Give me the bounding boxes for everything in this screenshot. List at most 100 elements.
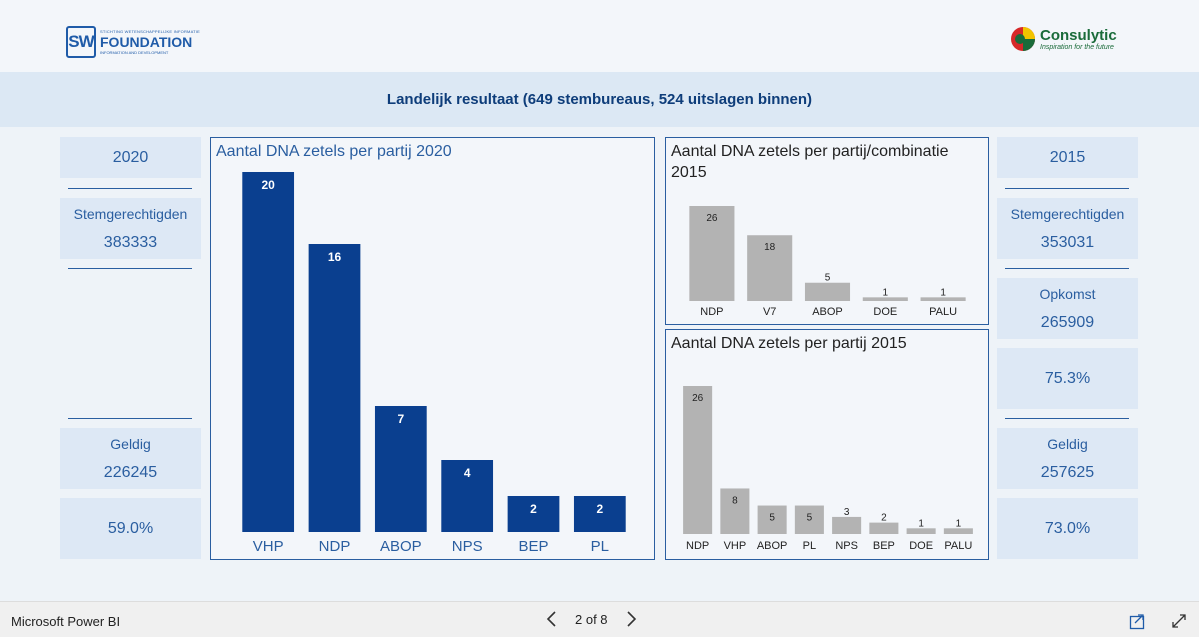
bar — [683, 386, 713, 534]
divider — [68, 188, 192, 189]
page-indicator: 2 of 8 — [575, 611, 608, 627]
category-label: PL — [803, 540, 816, 552]
bar — [920, 297, 966, 301]
chart-zetels-combinatie-2015[interactable]: Aantal DNA zetels per partij/combinatie … — [665, 137, 989, 325]
category-label: DOE — [873, 306, 897, 318]
banner-title: Landelijk resultaat (649 stembureaus, 52… — [386, 91, 813, 108]
right-year: 2015 — [1049, 148, 1086, 166]
right-stemgerechtigden-card[interactable]: Stemgerechtigden 353031 — [997, 198, 1138, 259]
data-label: 8 — [732, 495, 738, 506]
bar — [720, 488, 750, 534]
chart-combinatie-2015-svg: 26 NDP 18 V7 5 ABOP 1 DOE 1 PALU — [689, 206, 966, 318]
data-label: 5 — [769, 513, 775, 524]
bar — [869, 522, 899, 534]
bar — [757, 505, 787, 534]
data-label: 1 — [956, 518, 962, 529]
left-geldig-card[interactable]: Geldig 226245 — [60, 428, 201, 489]
left-stemgerechtigden-card[interactable]: Stemgerechtigden 383333 — [60, 198, 201, 259]
divider — [68, 268, 192, 269]
data-label: 20 — [261, 178, 275, 192]
divider — [68, 418, 192, 419]
data-label: 1 — [883, 287, 889, 298]
consulytic-tagline: Inspiration for the future — [1040, 43, 1114, 51]
category-label: ABOP — [812, 306, 843, 318]
right-pct-card[interactable]: 73.0% — [997, 498, 1138, 559]
bar — [943, 528, 973, 534]
data-label: 5 — [825, 273, 831, 284]
share-icon[interactable] — [1129, 612, 1147, 630]
data-label: 1 — [940, 287, 946, 298]
chart-2020-svg: 20 VHP 16 NDP 7 ABOP 4 NPS 2 BEP 2 PL — [242, 172, 626, 555]
consulytic-logo: Consulytic Inspiration for the future — [1010, 26, 1117, 52]
left-year: 2020 — [112, 148, 149, 166]
data-label: 16 — [328, 250, 342, 264]
bar — [862, 297, 908, 301]
chevron-right-icon[interactable] — [624, 610, 638, 628]
data-label: 26 — [706, 213, 718, 224]
data-label: 4 — [464, 466, 471, 480]
data-label: 2 — [596, 502, 603, 516]
left-stem-label: Stemgerechtigden — [73, 205, 188, 222]
category-label: NDP — [319, 538, 351, 555]
category-label: BEP — [873, 540, 895, 552]
data-label: 26 — [692, 393, 704, 404]
expand-icon[interactable] — [1170, 612, 1188, 630]
left-geldig-label: Geldig — [110, 435, 151, 452]
category-label: ABOP — [757, 540, 788, 552]
sw-logo-top-line: STICHTING WETENSCHAPPELIJKE INFORMATIE — [100, 29, 200, 34]
chart-title: Aantal DNA zetels per partij/combinatie … — [671, 143, 949, 181]
results-banner: Landelijk resultaat (649 stembureaus, 52… — [0, 72, 1199, 127]
left-pct-card[interactable]: 59.0% — [60, 498, 201, 559]
right-opkomst-pct: 75.3% — [1044, 369, 1091, 387]
chevron-left-icon[interactable] — [545, 610, 559, 628]
right-year-card[interactable]: 2015 — [997, 137, 1138, 178]
chart-zetels-2015[interactable]: Aantal DNA zetels per partij 2015 26 NDP 8… — [665, 329, 989, 560]
category-label: VHP — [724, 540, 747, 552]
divider — [1005, 418, 1129, 419]
divider — [1005, 268, 1129, 269]
right-stem-value: 353031 — [1040, 233, 1095, 251]
category-label: NDP — [700, 306, 723, 318]
sw-logo-mark: SW — [66, 26, 96, 58]
left-geldig-value: 226245 — [103, 463, 158, 481]
bar — [374, 406, 427, 532]
right-geldig-label: Geldig — [1047, 435, 1088, 452]
left-stem-value: 383333 — [103, 233, 158, 251]
divider — [1005, 188, 1129, 189]
data-label: 2 — [881, 513, 887, 524]
category-label: VHP — [253, 538, 284, 555]
category-label: BEP — [518, 538, 548, 555]
chart-2015-svg: 26 NDP 8 VHP 5 ABOP 5 PL 3 NPS 2 BEP 1 DOE 1 PALU — [683, 386, 973, 552]
category-label: NPS — [452, 538, 483, 555]
bar — [573, 496, 626, 532]
bar — [832, 516, 862, 534]
data-label: 18 — [764, 242, 776, 253]
chart-title: Aantal DNA zetels per partij 2015 — [671, 335, 907, 352]
consulytic-mark-icon — [1010, 26, 1036, 52]
right-opkomst-value: 265909 — [1040, 313, 1095, 331]
chart-zetels-2020[interactable]: Aantal DNA zetels per partij 2020 20 VHP 1… — [210, 137, 655, 560]
right-stem-label: Stemgerechtigden — [1010, 205, 1125, 222]
right-geldig-card[interactable]: Geldig 257625 — [997, 428, 1138, 489]
powerbi-footer: Microsoft Power BI 2 of 8 — [0, 601, 1199, 637]
data-label: 2 — [530, 502, 537, 516]
right-opkomst-pct-card[interactable]: 75.3% — [997, 348, 1138, 409]
left-pct: 59.0% — [107, 519, 154, 537]
sw-logo-name: FOUNDATION — [100, 34, 193, 50]
top-bar: SW STICHTING WETENSCHAPPELIJKE INFORMATI… — [0, 0, 1199, 72]
data-label: 7 — [397, 412, 404, 426]
left-year-card[interactable]: 2020 — [60, 137, 201, 178]
right-opkomst-card[interactable]: Opkomst 265909 — [997, 278, 1138, 339]
data-label: 1 — [918, 518, 924, 529]
category-label: ABOP — [380, 538, 422, 555]
consulytic-name: Consulytic — [1040, 26, 1117, 44]
sw-foundation-logo: SW STICHTING WETENSCHAPPELIJKE INFORMATI… — [66, 24, 200, 60]
category-label: V7 — [763, 306, 776, 318]
right-pct: 73.0% — [1044, 519, 1091, 537]
category-label: PALU — [944, 540, 972, 552]
category-label: DOE — [909, 540, 933, 552]
bar — [308, 244, 361, 532]
footer-brand: Microsoft Power BI — [11, 614, 121, 629]
data-label: 3 — [844, 507, 850, 518]
bar — [507, 496, 560, 532]
